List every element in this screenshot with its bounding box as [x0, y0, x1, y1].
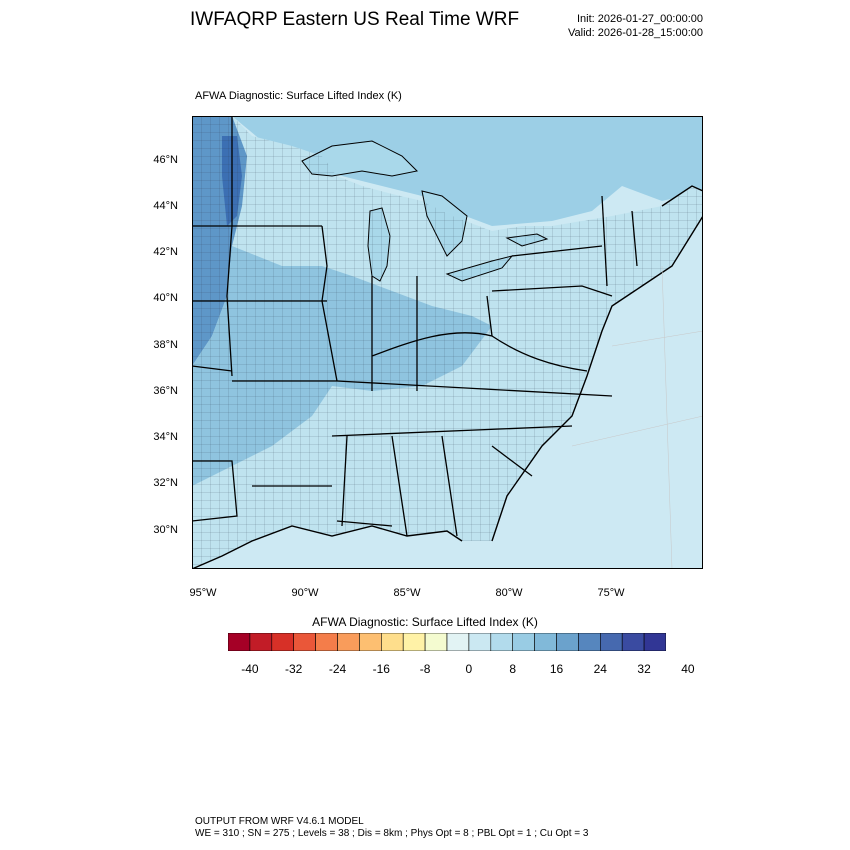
colorbar-swatch [534, 632, 557, 652]
lat-label: 32°N [153, 477, 178, 489]
colorbar-swatch [446, 632, 470, 652]
graticule [571, 265, 703, 569]
lon-label: 90°W [291, 587, 319, 599]
colorbar-tick-label: 16 [549, 662, 564, 676]
map-svg [192, 116, 703, 569]
lon-label: 80°W [495, 587, 523, 599]
colorbar-swatch [556, 632, 579, 652]
colorbar-tick-label: 8 [509, 662, 517, 676]
colorbar-swatch [599, 632, 623, 652]
colorbar-tick-label: -40 [241, 662, 259, 676]
colorbar-tick-label: -24 [328, 662, 347, 676]
map-subtitle: AFWA Diagnostic: Surface Lifted Index (K… [195, 90, 402, 102]
model-info: OUTPUT FROM WRF V4.6.1 MODEL [195, 816, 364, 827]
county-grid [192, 116, 703, 569]
map-frame [192, 116, 703, 569]
colorbar-swatch [271, 632, 294, 652]
colorbar-tick-label: -32 [285, 662, 303, 676]
colorbar-swatch [227, 632, 251, 652]
colorbar-tick-label: 24 [593, 662, 607, 676]
colorbar-swatch [490, 632, 513, 652]
colorbar-swatch [381, 632, 404, 652]
lat-label: 44°N [153, 200, 178, 212]
colorbar-swatch [468, 632, 492, 652]
page-title: IWFAQRP Eastern US Real Time WRF [190, 9, 520, 30]
colorbar-tick-label: 32 [637, 662, 651, 676]
colorbar-tick-label: 40 [681, 662, 695, 676]
lon-label: 75°W [597, 587, 625, 599]
lat-label: 30°N [153, 524, 178, 536]
model-settings: WE = 310 ; SN = 275 ; Levels = 38 ; Dis … [195, 828, 589, 839]
lat-label: 34°N [153, 431, 178, 443]
colorbar-swatch [424, 632, 448, 652]
colorbar-tick-label: -8 [419, 662, 431, 676]
colorbar-title: AFWA Diagnostic: Surface Lifted Index (K… [312, 615, 538, 629]
colorbar-swatch [315, 632, 338, 652]
lon-label: 85°W [393, 587, 421, 599]
valid-time: Valid: 2026-01-28_15:00:00 [568, 27, 703, 39]
init-time: Init: 2026-01-27_00:00:00 [577, 13, 703, 25]
lat-label: 36°N [153, 385, 178, 397]
lat-label: 46°N [153, 154, 178, 166]
colorbar-swatch [578, 632, 601, 652]
colorbar-swatch [337, 632, 360, 652]
colorbar-swatch [512, 632, 535, 652]
colorbar-swatch [293, 632, 316, 652]
lat-label: 38°N [153, 339, 178, 351]
colorbar-swatch [643, 632, 667, 652]
lat-label: 40°N [153, 292, 178, 304]
colorbar-swatch [402, 632, 426, 652]
colorbar-swatch [621, 632, 645, 652]
lon-label: 95°W [189, 587, 217, 599]
lat-label: 42°N [153, 246, 178, 258]
map-panel [192, 116, 703, 569]
coastline [192, 185, 703, 569]
colorbar-swatch [359, 632, 382, 652]
colorbar [227, 632, 667, 652]
colorbar-tick-label: 0 [465, 662, 473, 676]
colorbar-swatch [249, 632, 273, 652]
colorbar-tick-label: -16 [372, 662, 390, 676]
state-boundaries [192, 116, 638, 537]
colorbar-svg [227, 632, 667, 652]
